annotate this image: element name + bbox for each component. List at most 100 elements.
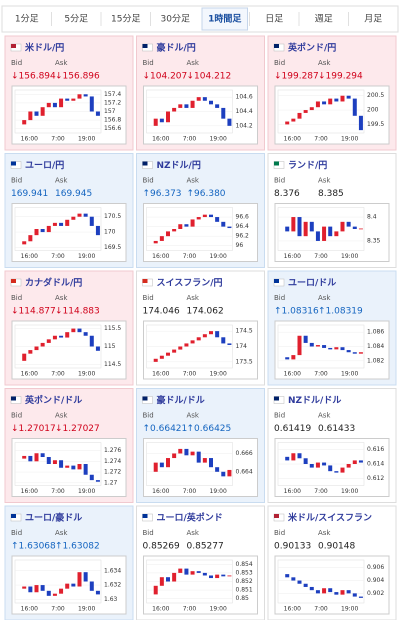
candle [309, 107, 314, 111]
chart-box[interactable] [11, 203, 127, 262]
plot-frame [277, 559, 365, 604]
bid-label: Bid [143, 412, 154, 420]
pair-title[interactable]: カナダドル/円 [25, 277, 82, 289]
pair-title[interactable]: スイスフラン/円 [157, 278, 223, 289]
pair-title[interactable]: ユーロ/円 [25, 160, 64, 171]
chart-box[interactable] [274, 438, 390, 497]
candle [34, 346, 39, 351]
y-tick-label: 115.5 [104, 325, 121, 332]
candle [59, 588, 64, 594]
y-tick-label: 1.63 [104, 596, 118, 603]
candle [166, 231, 170, 237]
x-tick-label: 16:00 [284, 371, 301, 378]
tab[interactable]: 1分足 [15, 14, 39, 25]
candle [227, 118, 232, 126]
candle [209, 575, 213, 579]
pair-title[interactable]: ユーロ/ドル [288, 278, 336, 289]
candle [291, 577, 296, 581]
tab[interactable]: 週足 [315, 14, 333, 25]
chart-box[interactable] [143, 203, 258, 262]
pair-title[interactable]: NZドル/円 [157, 160, 201, 171]
x-tick-label: 7:00 [183, 371, 197, 378]
candle [77, 94, 82, 99]
chart-box[interactable] [274, 555, 390, 615]
ask-label: Ask [318, 294, 331, 302]
tab-active[interactable] [201, 7, 248, 31]
candle [227, 343, 232, 345]
candle [34, 453, 39, 462]
candle [172, 349, 177, 353]
ask-value: ↑1.63082 [55, 542, 100, 552]
y-tick-label: 114.5 [104, 361, 121, 368]
bid-value: ↓104.207 [143, 72, 188, 82]
candle [221, 471, 226, 477]
tab[interactable]: 15分足 [111, 14, 140, 25]
tab[interactable]: 日足 [265, 14, 283, 25]
candle [95, 111, 100, 116]
chart-box[interactable] [11, 320, 127, 380]
candle [95, 480, 100, 482]
candle [153, 358, 158, 362]
pair-title[interactable]: ユーロ/豪ドル [25, 512, 82, 524]
candle [346, 95, 351, 99]
chart-box[interactable] [143, 320, 258, 380]
bid-value: ↓1.27017 [11, 424, 56, 434]
candle [184, 104, 189, 108]
pair-title[interactable]: 英ポンド/ドル [24, 394, 82, 406]
ask-value: 0.85277 [187, 542, 224, 552]
ask-label: Ask [318, 529, 331, 537]
tab[interactable]: 1時間足 [208, 13, 242, 25]
pair-title[interactable]: NZドル/ドル [288, 395, 341, 406]
chart-box[interactable] [274, 320, 390, 380]
candle [153, 585, 158, 595]
candle [46, 339, 51, 343]
y-tick-label: 0.666 [236, 450, 253, 457]
y-tick-label: 0.854 [236, 561, 253, 568]
candle [153, 118, 158, 126]
x-tick-label: 19:00 [78, 488, 95, 495]
chart-box[interactable] [11, 85, 127, 145]
candle [83, 572, 88, 582]
y-tick-label: 170 [104, 229, 116, 236]
x-tick-label: 7:00 [314, 136, 328, 143]
ask-value: ↑1.08319 [318, 307, 363, 317]
candle [22, 455, 27, 459]
chart-box[interactable] [143, 438, 258, 497]
pair-title[interactable]: ランド/円 [288, 160, 327, 171]
candle [322, 345, 327, 348]
candle [172, 572, 177, 582]
x-tick-label: 16:00 [21, 606, 38, 613]
candle [95, 590, 100, 595]
candle [46, 102, 51, 108]
candle [334, 231, 339, 237]
candle [184, 568, 189, 575]
candle [358, 352, 363, 354]
ask-label: Ask [55, 177, 68, 185]
candle [315, 345, 320, 347]
ask-value: ↑0.66425 [187, 424, 232, 434]
candle [59, 98, 64, 108]
tab[interactable]: 30分足 [161, 14, 190, 25]
candle [297, 580, 302, 584]
pair-title[interactable]: 英ポンド/円 [287, 42, 336, 54]
candle [358, 115, 363, 131]
candle [285, 456, 290, 461]
pair-title[interactable]: 豪ドル/円 [157, 42, 196, 54]
candle [28, 455, 33, 462]
bid-value: ↑1.63068 [11, 542, 56, 552]
ask-value: 8.385 [318, 189, 344, 199]
ask-value: 174.062 [187, 307, 224, 317]
candle [291, 453, 296, 461]
pair-title[interactable]: 豪ドル/ドル [157, 394, 205, 406]
pair-title[interactable]: ユーロ/英ポンド [157, 512, 223, 524]
pair-title[interactable]: 米ドル/円 [24, 42, 64, 54]
candle [172, 453, 177, 459]
bid-label: Bid [274, 59, 285, 67]
y-tick-label: 96.6 [236, 214, 250, 221]
tab[interactable]: 月足 [364, 14, 382, 25]
tab[interactable]: 5分足 [64, 14, 88, 25]
pair-title[interactable]: 米ドル/スイスフラン [287, 512, 372, 524]
flag-mark [11, 161, 16, 166]
x-tick-label: 16:00 [152, 136, 169, 143]
chart-box[interactable] [143, 85, 258, 145]
